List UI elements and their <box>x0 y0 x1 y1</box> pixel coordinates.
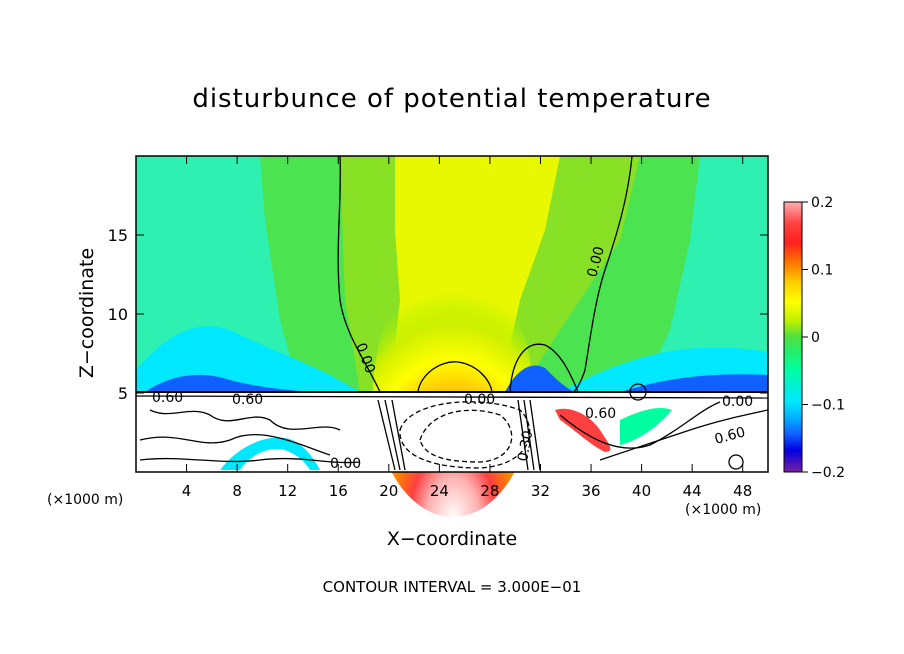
contour-zero-right-loop <box>509 343 579 393</box>
field-cold-left-blue <box>145 374 310 392</box>
chart-title: disturbunce of potential temperature <box>192 84 712 114</box>
contour-vertical-bunch <box>377 399 541 471</box>
colorbar-gradient <box>783 201 803 473</box>
field-blob-right <box>555 408 611 452</box>
contour-label-layer: 0.00 0.00 0.00 0.00 0.60 0.60 0.60 0.30 … <box>152 245 753 472</box>
contour-lower-3 <box>139 457 361 464</box>
contour-label: 0.30 <box>515 429 536 462</box>
colorbar-tick-label: −0.1 <box>811 398 845 414</box>
contour-lower-2 <box>139 433 331 456</box>
y-tick-label: 5 <box>118 384 128 403</box>
contour-dome-inner <box>417 361 493 393</box>
contour-label: 0.60 <box>232 392 263 408</box>
x-tick-label: 28 <box>480 482 499 500</box>
x-axis-label: X−coordinate <box>0 528 904 550</box>
contour-blob-right <box>629 383 647 401</box>
contour-label: 0.00 <box>584 245 608 279</box>
contour-lower-1 <box>149 409 341 431</box>
colorbar-tick-label: −0.2 <box>811 465 845 481</box>
x-tick-label: 20 <box>379 482 398 500</box>
colorbar-ticks: 0.2 0.1 0 −0.1 −0.2 <box>802 195 845 481</box>
colorbar-tick-label: 0.1 <box>811 263 833 279</box>
colorbar-tick-label: 0.2 <box>811 195 833 211</box>
contour-surface2 <box>135 395 769 399</box>
x-unit-label-left: (×1000 m) <box>47 492 124 508</box>
field-cold-right-blue <box>620 374 768 392</box>
x-axis-label-text: X−coordinate <box>386 528 518 550</box>
y-tick-label: 10 <box>108 305 128 324</box>
contour-lower-4 <box>599 409 769 461</box>
x-unit-label-right: (×1000 m) <box>685 502 762 518</box>
colorbar-tick-label: 0 <box>811 330 820 346</box>
x-tick-label: 40 <box>632 482 651 500</box>
contour-lines <box>135 155 769 471</box>
field-blob-left-inner <box>240 449 310 470</box>
x-tick-label: 44 <box>683 482 702 500</box>
contour-interval-footer: CONTOUR INTERVAL = 3.000E−01 <box>322 578 582 596</box>
x-tick-label: 48 <box>733 482 752 500</box>
field-layer <box>136 156 768 517</box>
contour-label: 0.60 <box>585 406 616 422</box>
x-tick-label: 32 <box>531 482 550 500</box>
contour-label: 0.60 <box>713 424 747 448</box>
x-tick-label: 8 <box>232 482 242 500</box>
contour-zero-left <box>337 155 381 393</box>
contour-label: 0.00 <box>330 456 361 472</box>
contour-label: 0.00 <box>722 394 753 410</box>
y-axis-ticks: 5 10 15 <box>108 226 768 403</box>
x-tick-label: 12 <box>278 482 297 500</box>
contour-label: 0.00 <box>464 392 495 408</box>
contour-lower-5 <box>559 401 721 449</box>
contour-blob-corner <box>728 454 744 470</box>
x-tick-label: 24 <box>430 482 449 500</box>
contour-dashed-center <box>419 409 513 463</box>
contour-dashed-2 <box>399 401 531 469</box>
x-tick-label: 4 <box>182 482 192 500</box>
contour-zero-right <box>571 155 633 393</box>
y-tick-label: 15 <box>108 226 128 245</box>
x-axis-ticks: 4 8 12 16 20 24 28 32 36 40 44 48 <box>182 156 752 500</box>
field-cold-mid <box>505 365 575 392</box>
field-blob-right2 <box>620 408 672 445</box>
x-tick-label: 36 <box>581 482 600 500</box>
contour-label: 0.60 <box>152 390 183 406</box>
x-tick-label: 16 <box>329 482 348 500</box>
colorbar: 0.2 0.1 0 −0.1 −0.2 <box>783 195 845 481</box>
